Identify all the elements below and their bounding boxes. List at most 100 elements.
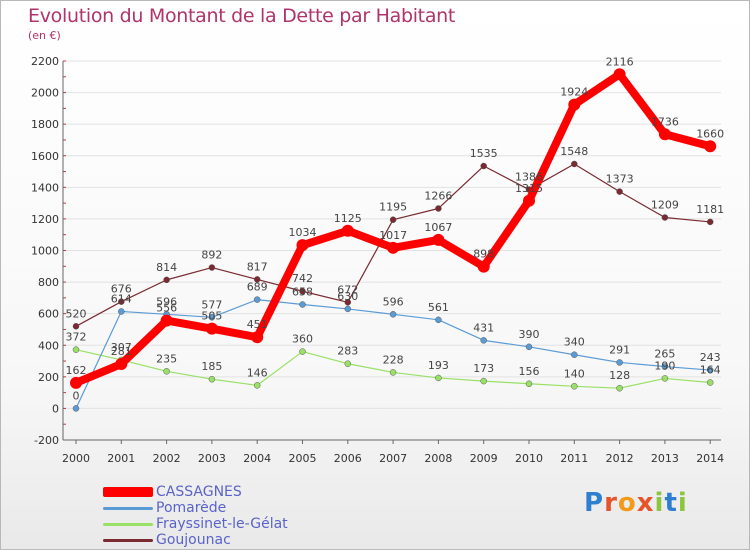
data-label: 0 — [73, 389, 80, 402]
data-label: 431 — [473, 321, 494, 334]
data-label: 596 — [383, 295, 404, 308]
data-label: 1266 — [424, 189, 452, 202]
data-label: 1017 — [379, 229, 407, 242]
data-label: 556 — [156, 302, 177, 315]
data-label: 898 — [473, 248, 494, 261]
y-tick-label: 2200 — [31, 55, 59, 68]
data-label: 2116 — [606, 55, 634, 68]
y-tick-label: 1800 — [31, 118, 59, 131]
data-label: 156 — [519, 365, 540, 378]
data-label: 190 — [654, 359, 675, 372]
data-label: 742 — [292, 272, 313, 285]
data-point — [72, 405, 80, 412]
data-point — [389, 216, 397, 223]
x-tick-label: 2000 — [62, 452, 90, 465]
data-point — [72, 323, 80, 330]
data-label: 1535 — [470, 147, 498, 160]
data-point — [477, 260, 490, 273]
data-point — [706, 218, 714, 226]
x-tick-label: 2008 — [424, 452, 452, 465]
data-point — [432, 233, 445, 246]
data-point — [435, 205, 442, 212]
data-point — [661, 363, 669, 370]
data-point — [208, 314, 216, 321]
data-label: 1660 — [696, 127, 724, 140]
data-point — [480, 162, 487, 170]
data-point — [160, 314, 173, 327]
legend-swatch — [103, 522, 153, 526]
data-point — [299, 301, 306, 308]
data-label: 1386 — [515, 171, 543, 184]
data-label: 1315 — [515, 182, 543, 195]
data-point — [341, 224, 354, 237]
data-label: 193 — [428, 359, 449, 372]
data-label: 1034 — [289, 226, 317, 239]
x-tick-label: 2004 — [243, 452, 271, 465]
data-point — [704, 140, 717, 153]
data-point — [661, 214, 669, 221]
x-tick-label: 2007 — [379, 452, 407, 465]
data-label: 892 — [201, 249, 222, 262]
data-label: 162 — [66, 364, 87, 377]
data-point — [253, 296, 261, 303]
data-label: 1736 — [651, 115, 679, 128]
data-label: 228 — [383, 353, 404, 366]
data-label: 814 — [156, 261, 177, 274]
data-point — [568, 98, 581, 111]
data-label: 185 — [201, 360, 222, 373]
data-point — [616, 188, 623, 195]
legend-label: Frayssinet-le-Gélat — [156, 516, 288, 532]
data-label: 658 — [292, 286, 313, 299]
y-tick-label: 200 — [38, 371, 59, 384]
data-point — [208, 264, 216, 271]
data-label: 672 — [337, 283, 358, 296]
y-tick-label: 600 — [38, 308, 59, 321]
data-label: 1195 — [379, 201, 407, 214]
legend-swatch — [103, 487, 153, 497]
data-label: 291 — [609, 343, 630, 356]
x-tick-label: 2014 — [696, 452, 724, 465]
x-tick-label: 2002 — [153, 452, 181, 465]
x-tick-label: 2006 — [334, 452, 362, 465]
data-point — [571, 351, 578, 358]
data-point — [661, 375, 669, 382]
data-point — [435, 316, 442, 324]
data-label: 283 — [337, 345, 358, 358]
data-point — [613, 68, 626, 81]
data-label: 281 — [111, 345, 132, 358]
y-tick-label: 2000 — [31, 87, 59, 100]
data-label: 243 — [700, 351, 721, 364]
data-label: 689 — [247, 281, 268, 294]
data-label: 1924 — [560, 86, 588, 99]
data-label: 676 — [111, 283, 132, 296]
data-point — [480, 337, 487, 344]
chart-title: Evolution du Montant de la Dette par Hab… — [28, 5, 456, 27]
y-tick-label: 1000 — [31, 245, 59, 258]
data-label: 340 — [564, 336, 585, 349]
data-point — [163, 276, 170, 284]
data-label: 1209 — [651, 198, 679, 211]
y-tick-label: 1200 — [31, 213, 59, 226]
data-point — [70, 376, 82, 389]
data-label: 164 — [700, 364, 721, 377]
data-point — [299, 287, 306, 295]
data-label: 520 — [66, 307, 87, 320]
data-label: 390 — [519, 328, 540, 341]
data-point — [571, 160, 578, 168]
data-point — [344, 299, 352, 306]
data-point — [525, 343, 533, 351]
data-point — [253, 382, 261, 389]
data-label: 307 — [111, 341, 132, 354]
data-label: 1067 — [424, 221, 452, 234]
data-label: 451 — [247, 318, 268, 331]
data-label: 614 — [111, 292, 132, 305]
data-label: 146 — [247, 366, 268, 379]
x-tick-label: 2013 — [651, 452, 679, 465]
data-point — [118, 308, 125, 315]
data-point — [118, 298, 125, 305]
legend-swatch — [103, 506, 153, 510]
data-point — [205, 322, 218, 335]
y-tick-label: 1600 — [31, 150, 59, 163]
data-point — [72, 346, 80, 353]
